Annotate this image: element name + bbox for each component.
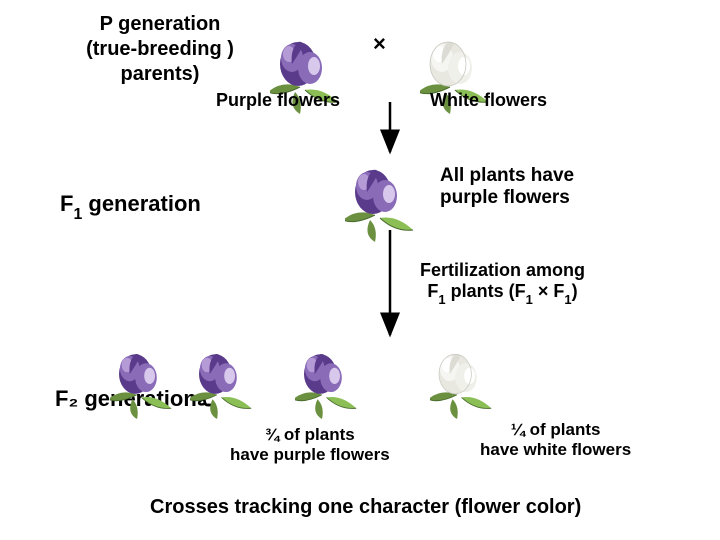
f2-purple-flower-1 <box>110 345 173 422</box>
f2-white-caption: ¼ of plants have white flowers <box>480 420 631 460</box>
f2-purple-flower-3 <box>295 345 358 422</box>
f2-white-line2: have white flowers <box>480 440 631 460</box>
fertilization-note: Fertilization among F1 plants (F1 × F1) <box>420 260 585 305</box>
fert-line1: Fertilization among <box>420 260 585 281</box>
f2-purple-line1: ¾ of plants <box>230 425 390 445</box>
footer-caption: Crosses tracking one character (flower c… <box>150 495 581 520</box>
f2-white-flower <box>430 345 493 422</box>
f2-purple-flower-2 <box>190 345 253 422</box>
fert-line2: F1 plants (F1 × F1) <box>420 281 585 305</box>
f2-purple-caption: ¾ of plants have purple flowers <box>230 425 390 465</box>
f2-purple-line2: have purple flowers <box>230 445 390 465</box>
f2-white-line1: ¼ of plants <box>480 420 631 440</box>
